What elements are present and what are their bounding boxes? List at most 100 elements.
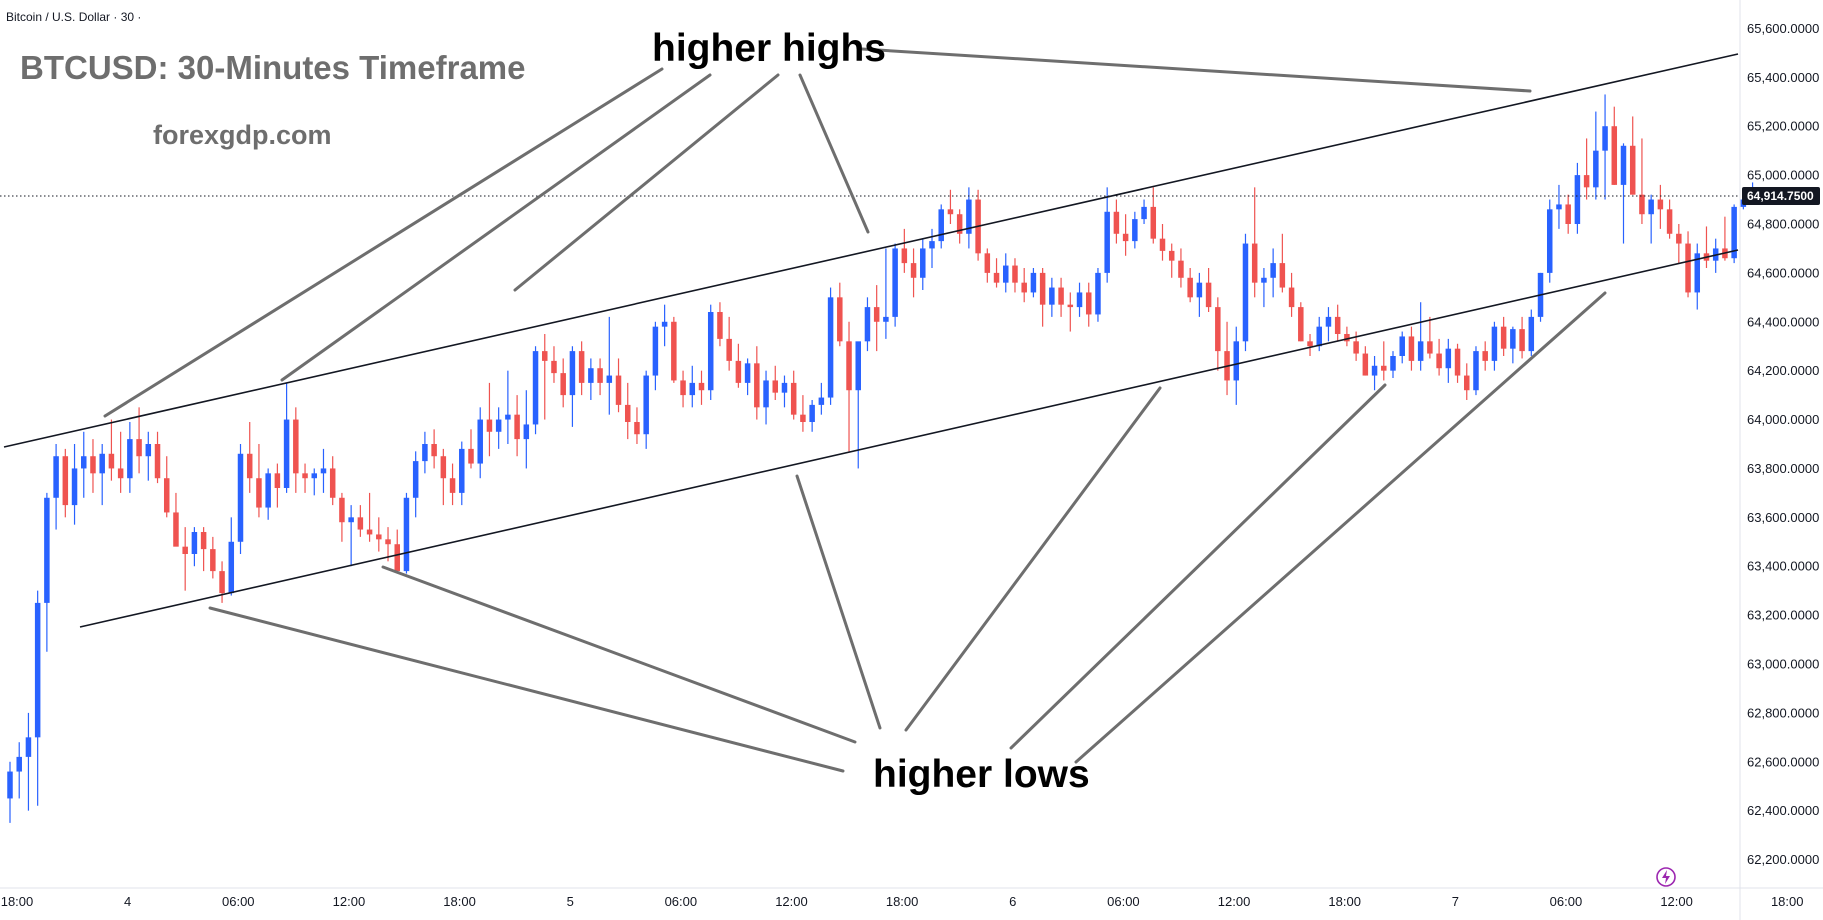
candle [772,365,779,400]
time-axis[interactable]: 18:00 4 06:00 12:00 18:00 5 06:00 12:00 18:00 6 06… [1,894,1823,909]
candle-body [1491,326,1498,361]
candle [191,527,198,567]
candle [910,248,917,298]
candle-body [1390,356,1396,371]
candle [90,439,96,493]
candle-body [1076,292,1083,308]
higher-lows-pointers [208,291,1607,773]
candle-body [698,382,705,391]
candle-body [495,419,502,432]
candle-body [53,456,59,498]
candle-body [71,468,78,506]
candle-body [449,478,456,493]
candle [993,258,1000,288]
candle-body [1150,206,1157,239]
candle [1639,138,1645,224]
candle [1390,351,1396,378]
lightning-circle-icon[interactable] [1656,867,1676,887]
candle [855,341,861,469]
candle-body [634,422,640,435]
candle-body [643,375,649,435]
candle [136,407,142,474]
candle [1178,248,1184,288]
candle-body [966,199,972,234]
candle-body [1141,206,1147,220]
candle-body [1012,265,1018,283]
candle [1445,338,1452,383]
candle-body [514,414,520,440]
candle [1611,106,1618,185]
candle-body [191,532,198,554]
hl-pointer-2 [381,565,857,744]
candle-body [883,316,889,322]
candle [671,316,677,383]
hh-pointer-2 [103,67,664,418]
candle [265,468,271,520]
candle [892,243,898,327]
lower-channel-line[interactable] [79,249,1739,628]
candle [726,316,732,371]
candle-body [1196,282,1203,298]
candle [7,761,13,823]
hh-pointer-4 [513,73,780,292]
candle-body [717,312,723,339]
candle-body [1205,282,1212,308]
candle-body [707,312,714,391]
candle [1288,272,1295,317]
candle-body [956,214,963,234]
candle [1546,199,1553,283]
candle-body [34,602,41,738]
candle-body [1261,277,1267,283]
candle-body [846,341,852,391]
candle [1694,243,1701,310]
candle-body [1574,175,1581,224]
candle-body [1482,351,1488,361]
candle [127,422,133,493]
price-axis[interactable]: 62,200.0000 62,400.0000 62,600.0000 62,800.… [1747,21,1819,867]
candle [680,370,686,408]
time-tick-label: 5 [567,894,574,909]
candle [16,742,22,799]
candle [302,463,308,493]
price-tick-label: 63,800.0000 [1747,461,1819,476]
candle-body [412,461,419,498]
candle [1168,243,1175,278]
candle-body [376,534,382,540]
candle-body [1030,272,1037,293]
candle-body [459,448,465,493]
price-tick-label: 62,200.0000 [1747,852,1819,867]
candle-body [754,363,760,408]
candle [1371,356,1378,391]
candle [1242,233,1249,352]
candle [1491,321,1498,371]
candle-body [200,532,207,550]
candle-body [1039,272,1046,305]
upper-channel-line[interactable] [3,53,1739,448]
candle [818,382,825,415]
candle-body [624,404,631,422]
time-tick-label: 06:00 [222,894,255,909]
candle [99,444,105,506]
candle [505,370,511,444]
candle-body [44,497,50,603]
candle [1039,268,1046,327]
candle-body [1620,145,1627,185]
candle-body [901,248,908,264]
candle-body [274,473,281,488]
price-tick-label: 62,800.0000 [1747,705,1819,720]
candle-body [1085,292,1092,315]
candle [274,463,281,508]
time-tick-label: 7 [1452,894,1459,909]
candle [62,448,69,518]
price-tick-label: 65,200.0000 [1747,119,1819,134]
candle [394,529,400,572]
candle-body [1565,204,1571,224]
candle [237,444,244,554]
candle-body [588,368,594,383]
candle-body [228,541,235,594]
candle [1510,326,1516,364]
candle [154,431,161,484]
candle [717,302,723,347]
candle [53,444,59,530]
